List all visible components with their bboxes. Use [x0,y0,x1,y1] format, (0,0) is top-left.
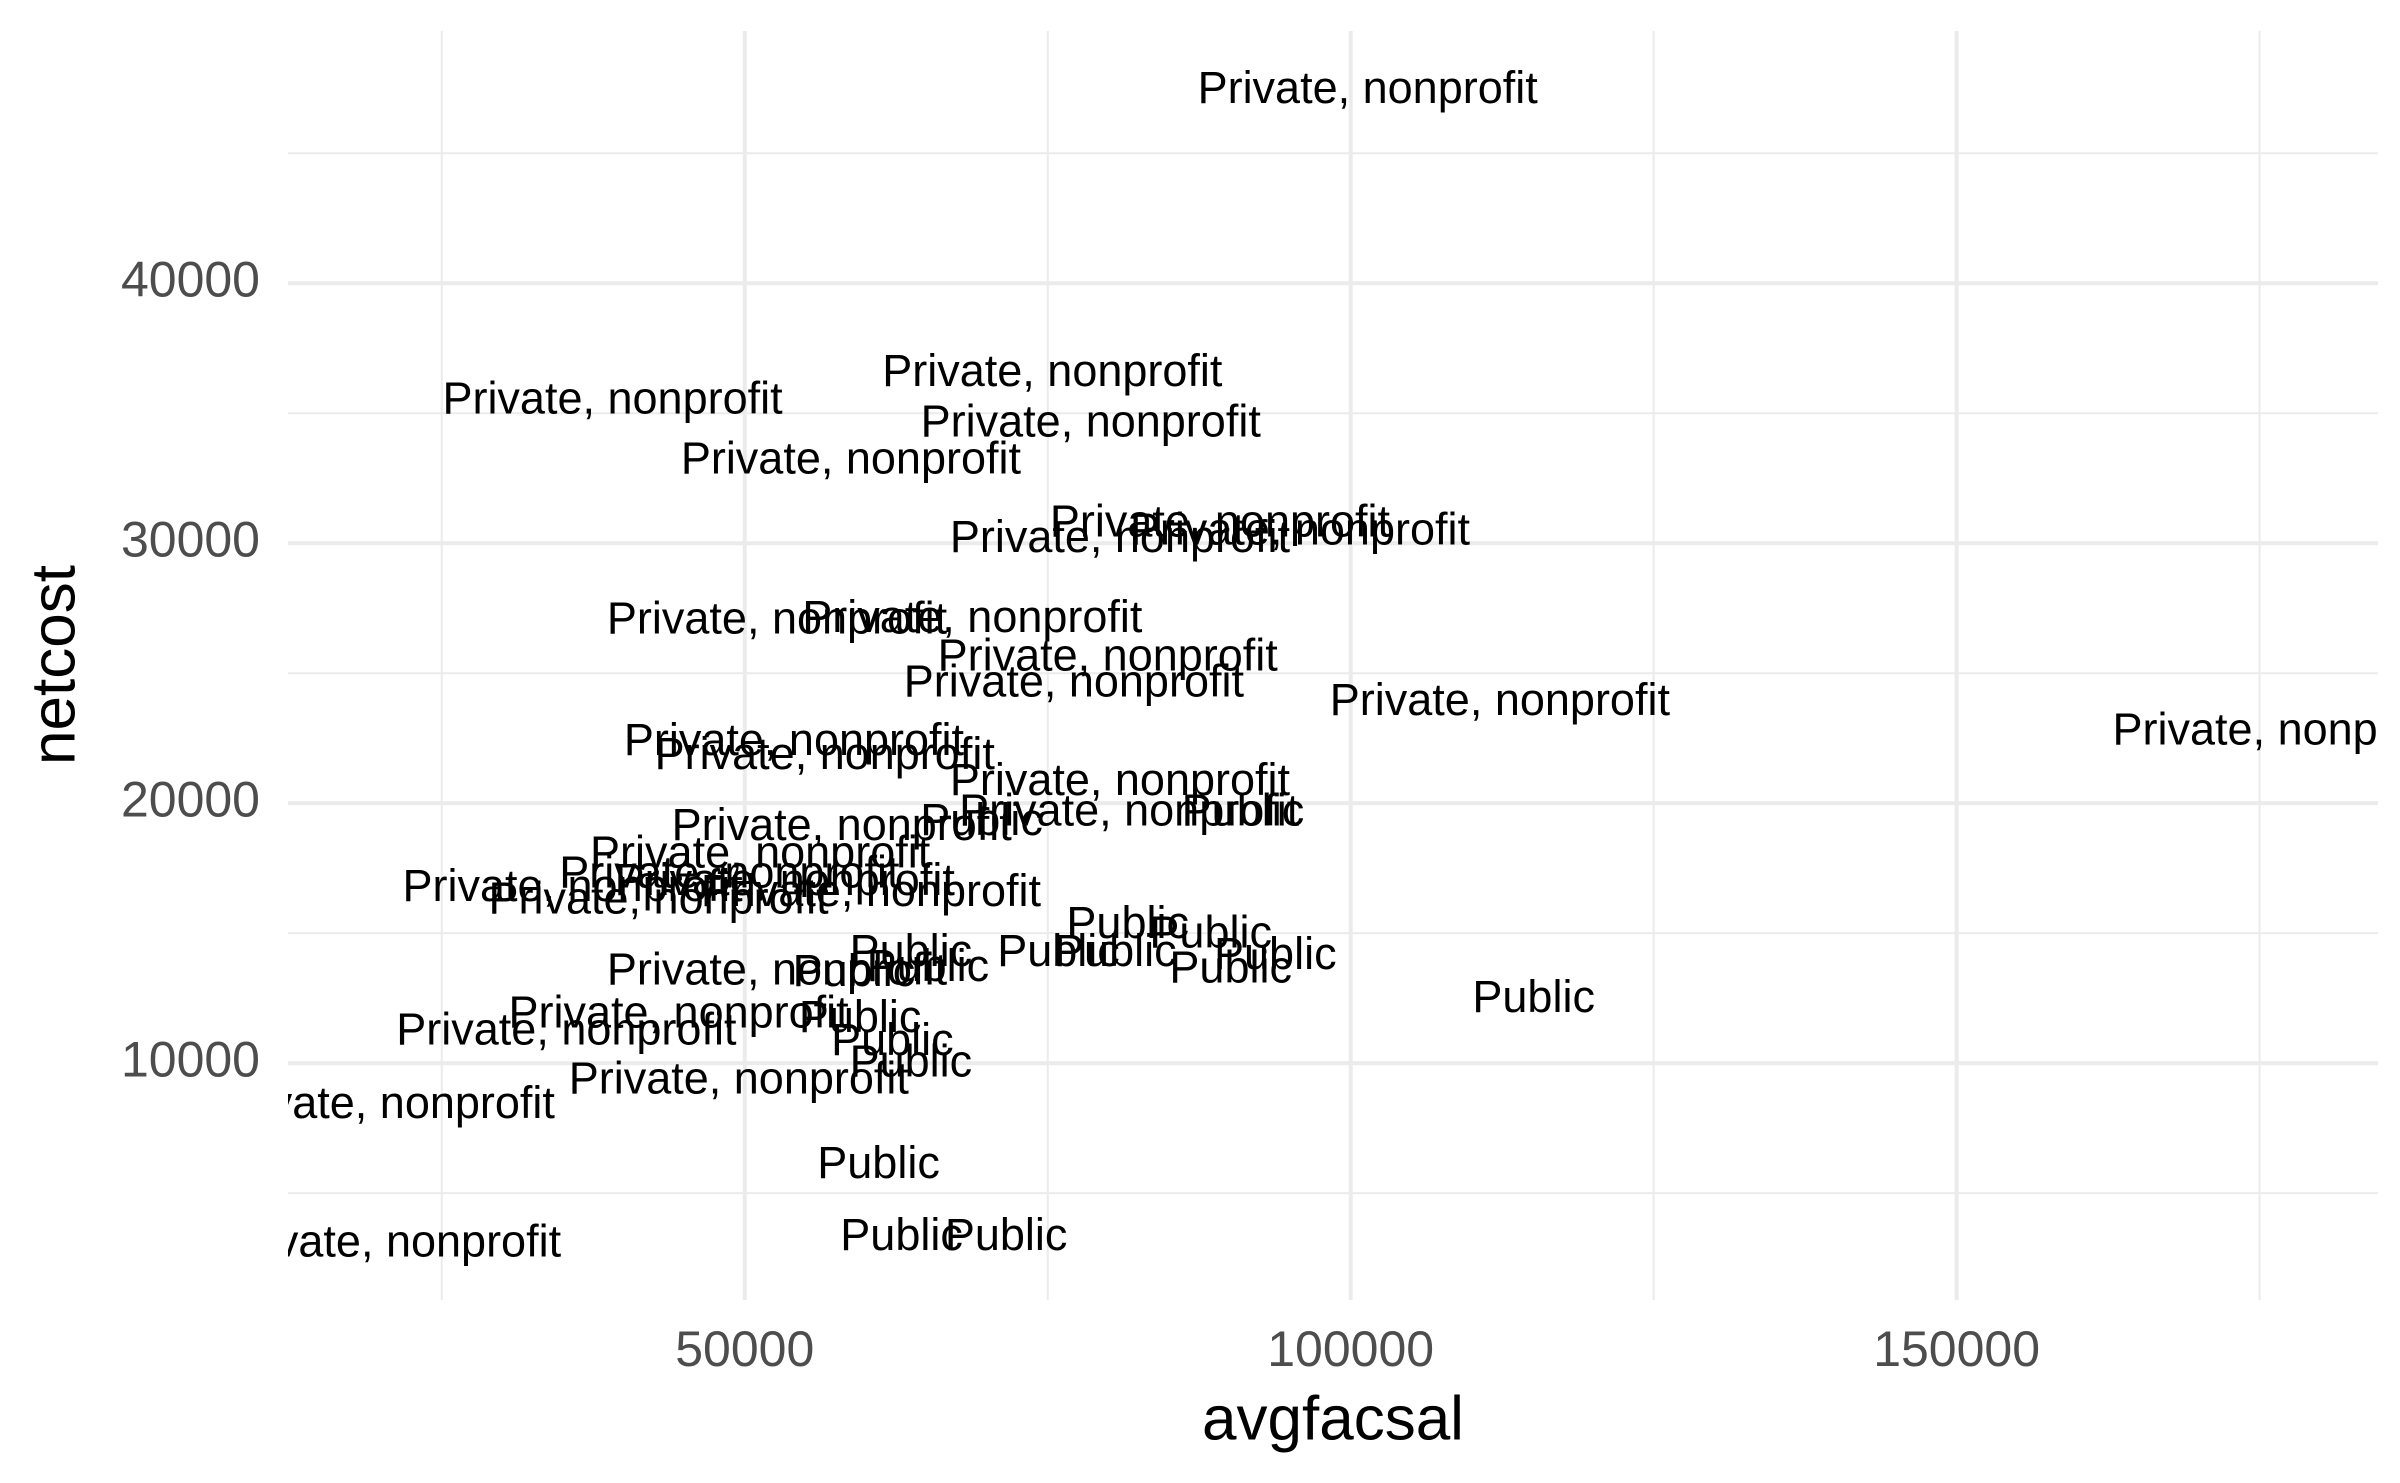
point-label: Private, nonprofit [559,846,900,897]
point-label: Public [1182,785,1305,836]
point-label: Private, nonprofit [1198,62,1539,113]
point-label: Public [1472,971,1595,1022]
point-label: Private, nonprofit [681,432,1022,483]
point-label: Private, nonprofit [655,728,996,779]
point-label: Private, nonprofit [221,1215,562,1266]
point-label: Private, nonprofit [396,1003,737,1054]
point-label: Private, nonprofit [569,1052,910,1103]
point-label: Private, nonprofit [921,396,1262,447]
point-label: Private, nonprofit [615,854,956,905]
point-label: Public [850,1036,973,1087]
point-label: Private, nonprofit [488,873,829,924]
point-label: Private, nonprofit [590,826,931,877]
point-label: Private, nonprofit [402,860,743,911]
point-label: Private, nonprofit [672,799,1013,850]
point-label: Private, nonprofit [607,943,948,994]
point-label: Public [1149,906,1272,957]
y-tick-label: 40000 [121,251,260,307]
point-label: Public [997,925,1120,976]
point-label: Public [850,925,973,976]
point-label: Public [799,991,922,1042]
point-label: Private, nonprofit [802,591,1143,642]
point-label: Private, nonprofit [950,754,1291,805]
point-label: Private, nonprofit [215,1077,556,1128]
x-tick-label: 50000 [675,1321,814,1377]
x-tick-label: 100000 [1267,1321,1434,1377]
point-label: Private, nonprofit [607,593,948,644]
point-label: Private, nonprofit [882,345,1223,396]
point-label: Public [867,940,990,991]
point-label: Private, nonprofit [950,511,1291,562]
point-label: Public [817,1137,940,1188]
point-label: Public [1066,897,1189,948]
point-label: Private, nonprofit [624,714,965,765]
point-label: Public [1214,928,1337,979]
x-axis-title: avgfacsal [1202,1384,1464,1453]
y-tick-label: 30000 [121,511,260,567]
x-tick-label: 150000 [1873,1321,2040,1377]
y-tick-label: 20000 [121,771,260,827]
grid [288,31,2378,1300]
y-axis-title: netcost [19,565,88,765]
point-label: Public [1169,942,1292,993]
point-label: Public [831,1014,954,1065]
point-label: Private, nonprofit [1130,503,1471,554]
point-label: Private, nonprofit [1330,674,1671,725]
point-label: Private, nonprofit [1050,496,1391,547]
point-label: Public [840,1209,963,1260]
point-label: Private, nonprofit [904,656,1245,707]
point-label: Private, nonprofit [508,986,849,1037]
point-label: Public [945,1209,1068,1260]
point-label: Private, nonprofit [442,373,783,424]
point-label: Public [793,945,916,996]
point-label: Public [920,794,1043,845]
y-tick-label: 10000 [121,1031,260,1087]
point-label: Private, nonprofit [959,785,1300,836]
point-label: Public [1054,925,1177,976]
point-label: Private, nonprofit [938,630,1279,681]
point-label: Private, nonprofit [2113,703,2400,754]
point-label: Private, nonprofit [701,865,1042,916]
